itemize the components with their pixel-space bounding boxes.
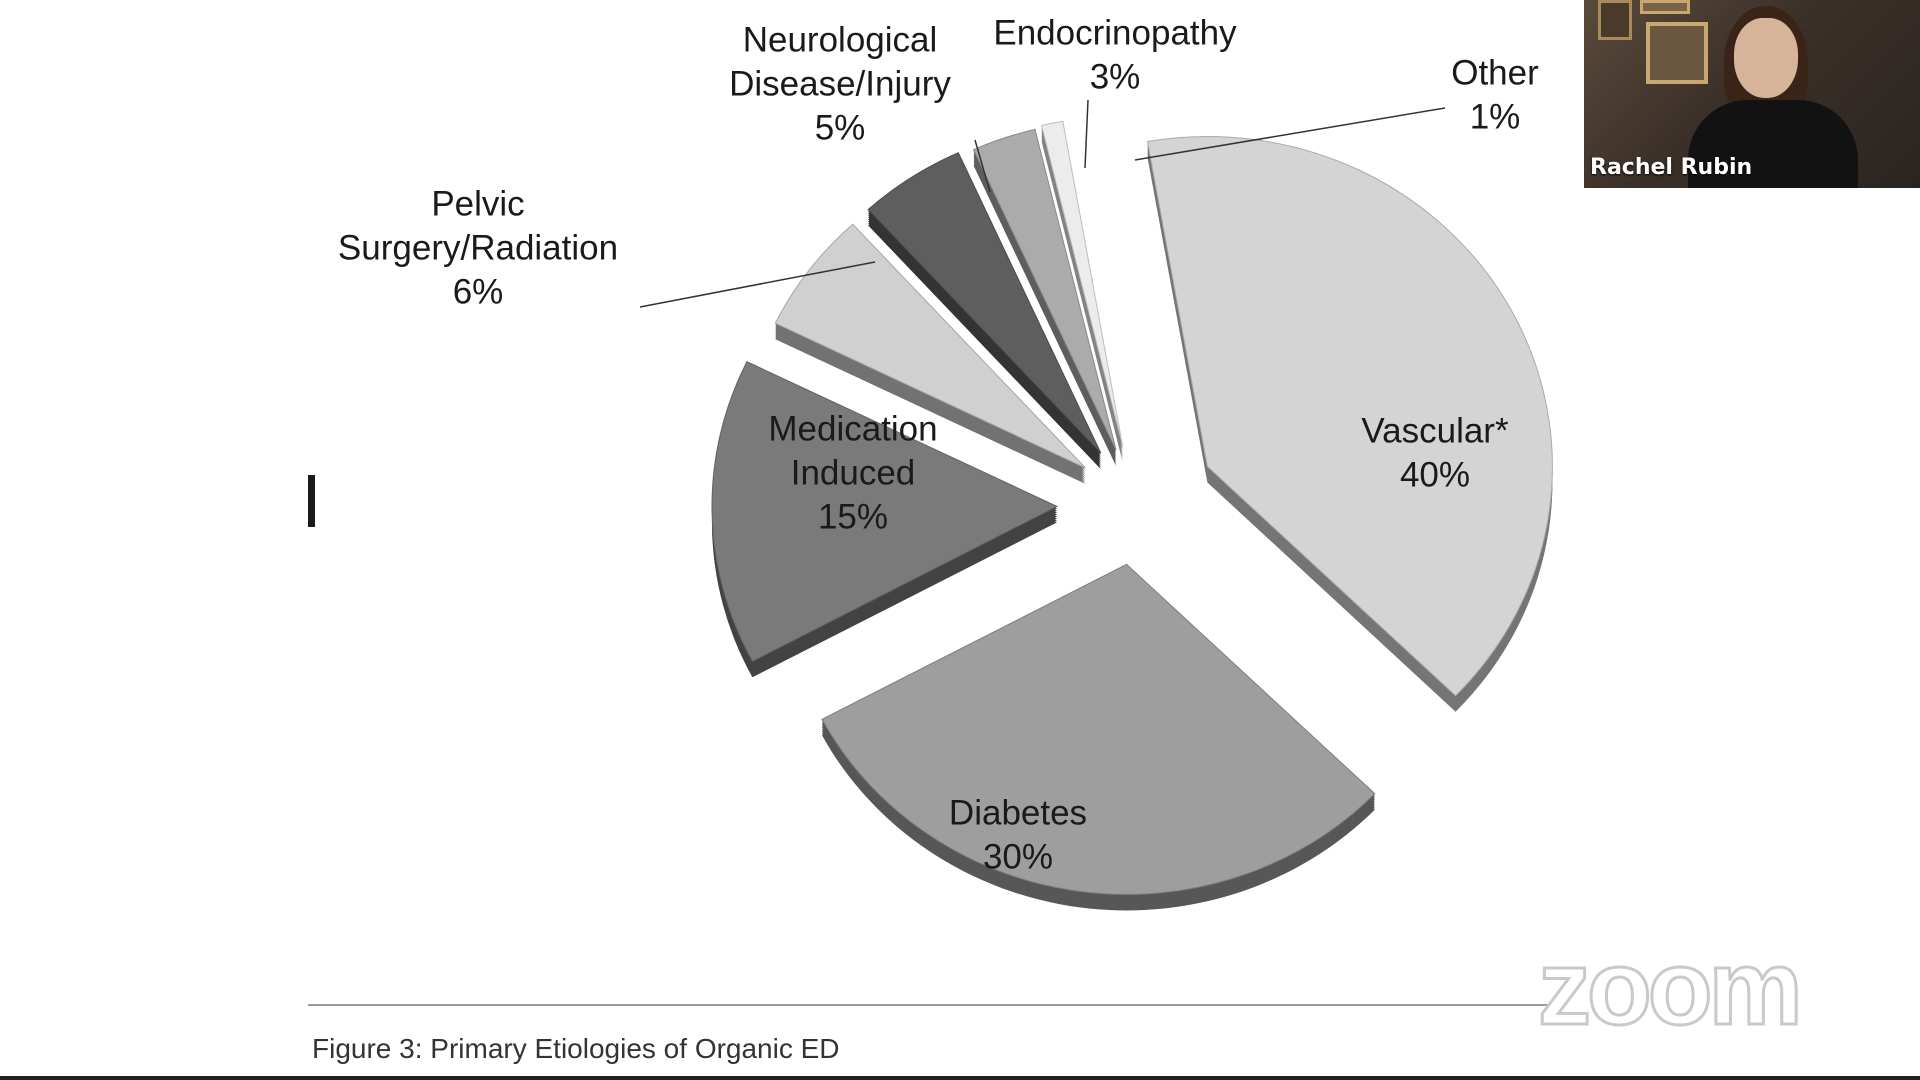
slice-label-5-line-3: 5%: [815, 108, 866, 147]
slice-label-2-line-2: 30%: [983, 837, 1053, 876]
slice-labels: Vascular* 40% Diabetes 30% Medication Induced…: [338, 13, 1539, 876]
pie-slice-3: [711, 361, 1059, 662]
slice-label-4-line-3: 6%: [453, 272, 504, 311]
leader-line-5: [974, 139, 991, 193]
leader-line-4: [639, 261, 876, 308]
pie-slice-4: [774, 223, 1086, 469]
slice-label-3-line-1: Medication: [768, 409, 937, 448]
slice-label-7-line-2: 1%: [1470, 97, 1521, 136]
slice-label-1-line-1: Vascular*: [1361, 411, 1509, 450]
text-cursor: [308, 475, 315, 527]
pie-slice-1: [1146, 135, 1553, 697]
pie-slices: [711, 120, 1553, 895]
pie-slice-7: [1040, 120, 1124, 447]
wall-picture-frame: [1598, 0, 1632, 40]
figure-caption: Figure 3: Primary Etiologies of Organic …: [312, 1033, 840, 1064]
leader-line-6: [1084, 99, 1089, 169]
slice-label-3-line-2: Induced: [791, 453, 916, 492]
participant-body: [1688, 100, 1858, 188]
participant-name: Rachel Rubin: [1590, 155, 1753, 180]
slice-label-5-line-1: Neurological: [743, 20, 938, 59]
bottom-border: [0, 1076, 1920, 1080]
wall-picture-frame: [1640, 0, 1690, 14]
slice-label-6-line-2: 3%: [1090, 57, 1141, 96]
slice-label-4-line-2: Surgery/Radiation: [338, 228, 618, 267]
slice-label-4-line-1: Pelvic: [431, 184, 524, 223]
slice-label-5-line-2: Disease/Injury: [729, 64, 951, 103]
slice-label-1-line-2: 40%: [1400, 455, 1470, 494]
slice-label-2-line-1: Diabetes: [949, 793, 1087, 832]
caption-divider: [308, 1004, 1548, 1006]
slice-label-6-line-1: Endocrinopathy: [993, 13, 1237, 52]
participant-video-tile[interactable]: Rachel Rubin: [1584, 0, 1920, 188]
leader-lines: [639, 99, 1446, 308]
participant-face: [1734, 18, 1798, 98]
wall-picture-frame: [1646, 22, 1708, 84]
leader-line-7: [1134, 107, 1446, 161]
pie-slice-6: [972, 128, 1117, 451]
slice-label-7-line-1: Other: [1451, 53, 1539, 92]
pie-slice-2: [821, 563, 1376, 895]
pie-slice-5: [867, 152, 1102, 454]
slice-label-3-line-3: 15%: [818, 497, 888, 536]
zoom-watermark: zoom: [1537, 929, 1805, 1047]
